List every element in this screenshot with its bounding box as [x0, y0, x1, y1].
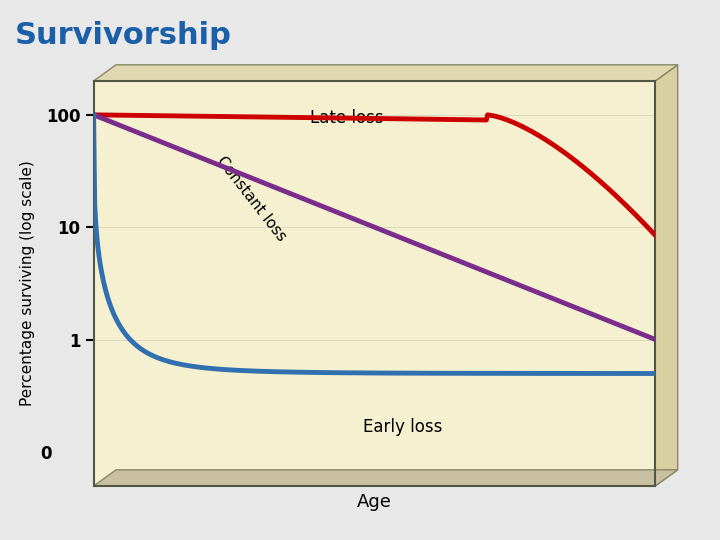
Text: Late loss: Late loss [310, 109, 383, 127]
Polygon shape [94, 470, 678, 486]
Text: Early loss: Early loss [363, 418, 442, 436]
Y-axis label: Percentage surviving (log scale): Percentage surviving (log scale) [19, 160, 35, 407]
Text: Constant loss: Constant loss [213, 153, 289, 244]
Text: Survivorship: Survivorship [14, 21, 231, 50]
Polygon shape [655, 65, 678, 486]
X-axis label: Age: Age [357, 493, 392, 511]
Text: 0: 0 [40, 444, 52, 463]
Polygon shape [94, 65, 678, 81]
